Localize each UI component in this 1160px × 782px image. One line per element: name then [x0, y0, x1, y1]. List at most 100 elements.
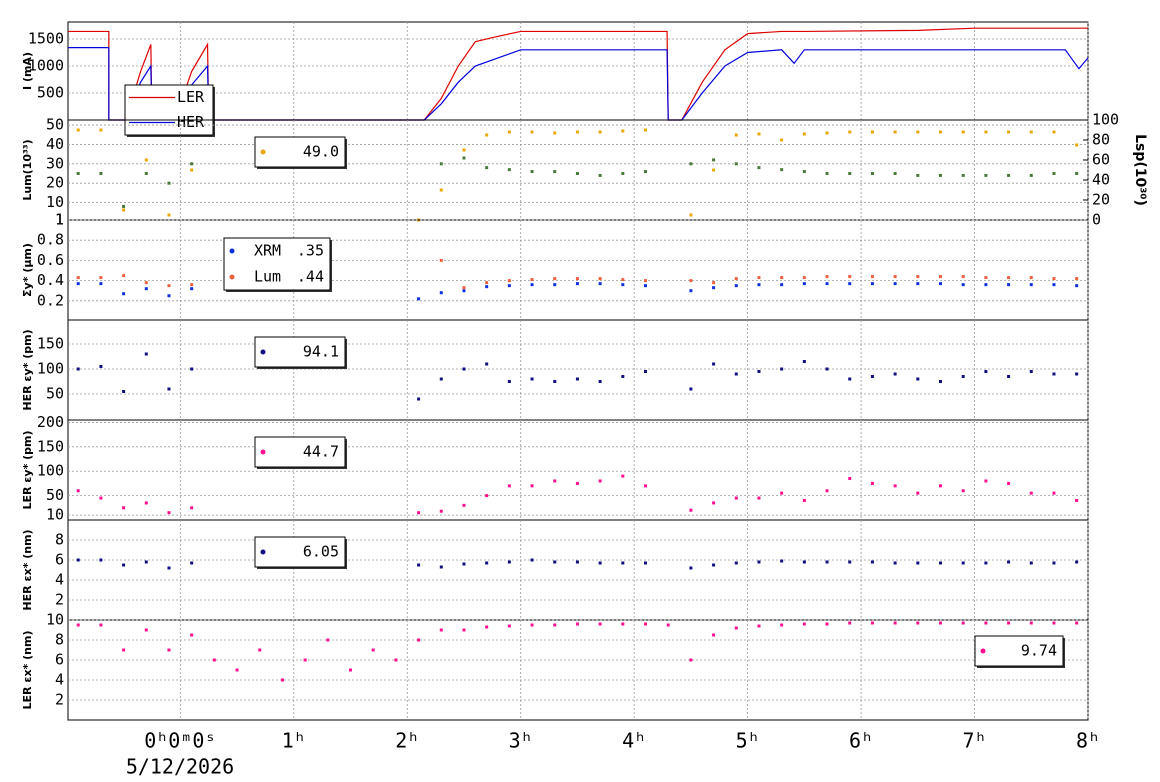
- y-tick-label: 10: [46, 193, 64, 211]
- data-point: [462, 289, 466, 293]
- y-tick-label: 6: [55, 651, 64, 669]
- data-point: [870, 275, 874, 279]
- data-point: [167, 213, 171, 217]
- data-point: [961, 130, 965, 134]
- data-point: [167, 511, 171, 515]
- data-point: [961, 275, 965, 279]
- data-point: [780, 276, 784, 280]
- data-point: [734, 626, 738, 630]
- data-point: [893, 372, 897, 376]
- data-point: [394, 658, 398, 662]
- data-point: [780, 138, 784, 142]
- data-point: [712, 158, 716, 162]
- data-point: [916, 275, 920, 279]
- data-point: [144, 158, 148, 162]
- data-point: [1007, 621, 1011, 625]
- data-point: [1075, 621, 1079, 625]
- legend-marker: [229, 274, 235, 280]
- legend-value: 94.1: [303, 343, 339, 361]
- data-point: [99, 171, 103, 175]
- y-tick-label: 8: [55, 531, 64, 549]
- data-point: [870, 130, 874, 134]
- data-point: [712, 501, 716, 505]
- data-point: [462, 503, 466, 507]
- data-point: [417, 563, 421, 567]
- data-point: [870, 282, 874, 286]
- data-point: [689, 213, 693, 217]
- data-point: [1075, 372, 1079, 376]
- y-tick-label: 50: [46, 385, 64, 403]
- data-point: [553, 131, 557, 135]
- data-point: [507, 130, 511, 134]
- data-point: [757, 624, 761, 628]
- data-point: [916, 173, 920, 177]
- data-point: [1052, 277, 1056, 281]
- legend-value: 49.0: [303, 143, 339, 161]
- legend-label: LER: [177, 88, 205, 106]
- data-point: [530, 484, 534, 488]
- data-point: [439, 509, 443, 513]
- data-point: [144, 628, 148, 632]
- legend-value: 6.05: [303, 543, 339, 561]
- y-axis-label: I (mA): [21, 52, 34, 90]
- data-point: [802, 360, 806, 363]
- data-point: [1029, 173, 1033, 177]
- data-point: [76, 367, 80, 371]
- data-point: [644, 484, 648, 488]
- data-point: [1052, 491, 1056, 495]
- y-tick-label: 50: [46, 116, 64, 134]
- y-tick-label: 100: [37, 360, 64, 378]
- data-point: [575, 481, 579, 485]
- y-tick-label: 8: [55, 631, 64, 649]
- data-point: [507, 380, 511, 383]
- y-tick-label: 50: [46, 486, 64, 504]
- data-point: [575, 130, 579, 134]
- data-point: [507, 284, 511, 288]
- data-point: [644, 622, 648, 626]
- data-point: [417, 297, 421, 301]
- data-point: [76, 171, 80, 175]
- legend-label: XRM: [254, 242, 281, 260]
- x-tick-label: 3ʰ: [509, 729, 533, 753]
- y2-axis-label: Lsp(10³⁰): [1132, 134, 1148, 206]
- data-point: [939, 282, 943, 286]
- data-point: [689, 387, 693, 391]
- panel-frame: [67, 519, 1089, 621]
- data-point: [349, 668, 353, 672]
- data-point: [575, 282, 579, 286]
- data-point: [575, 560, 579, 564]
- data-point: [802, 498, 806, 502]
- data-point: [916, 621, 920, 625]
- legend-label: Lum: [254, 268, 281, 286]
- data-point: [212, 658, 216, 662]
- data-point: [1029, 491, 1033, 495]
- data-point: [507, 560, 511, 564]
- data-point: [598, 561, 602, 565]
- data-point: [689, 508, 693, 512]
- data-point: [621, 561, 625, 565]
- data-point: [530, 623, 534, 627]
- data-point: [507, 484, 511, 488]
- data-point: [644, 370, 648, 373]
- data-point: [462, 286, 466, 290]
- data-point: [825, 131, 829, 135]
- y-tick-label: 1500: [28, 30, 64, 48]
- data-point: [984, 561, 988, 565]
- data-point: [144, 171, 148, 175]
- data-point: [848, 130, 852, 134]
- legend-box: [254, 336, 346, 368]
- data-point: [122, 648, 126, 652]
- data-point: [485, 625, 489, 629]
- data-point: [780, 623, 784, 627]
- data-point: [485, 285, 489, 289]
- data-point: [485, 561, 489, 565]
- y-tick-label: 30: [46, 154, 64, 172]
- data-point: [1029, 276, 1033, 280]
- data-point: [893, 275, 897, 279]
- y-tick-label: 6: [55, 551, 64, 569]
- data-point: [280, 678, 284, 682]
- data-point: [734, 133, 738, 137]
- y2-tick-label: 60: [1092, 151, 1110, 169]
- data-point: [984, 370, 988, 373]
- data-point: [984, 283, 988, 287]
